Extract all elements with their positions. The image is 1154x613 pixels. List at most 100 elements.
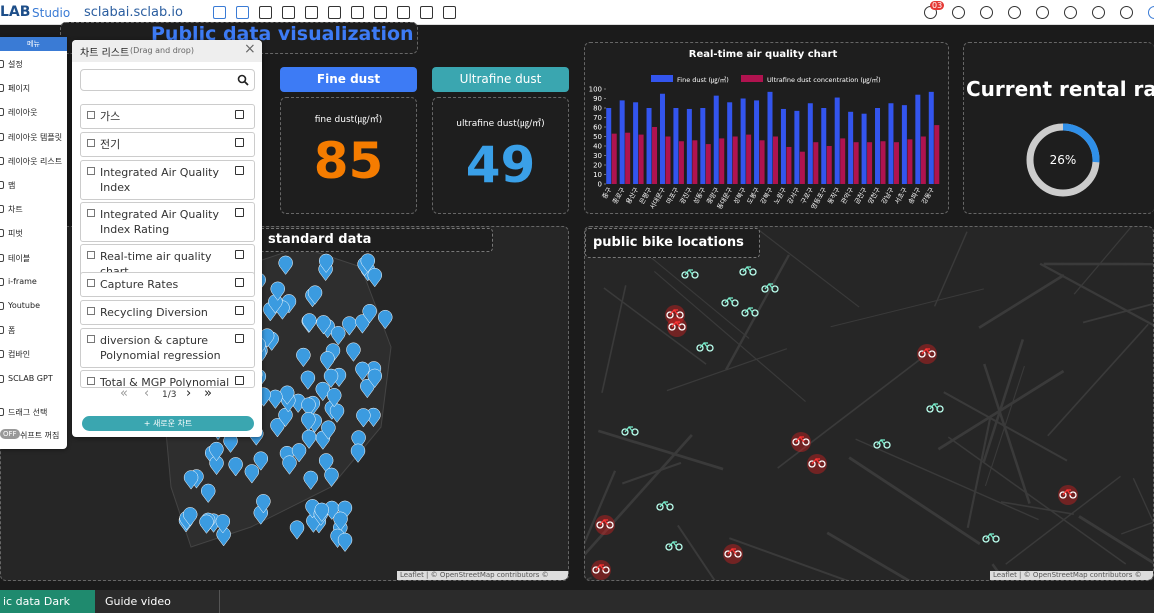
menu-item[interactable]: Youtube: [8, 301, 40, 310]
menu-icon: [0, 375, 4, 383]
tool-icon[interactable]: [282, 6, 295, 19]
bar-chart: Real-time air quality chartFine dust (㎍/…: [585, 43, 948, 213]
road: [585, 578, 592, 580]
prev-page[interactable]: ‹: [144, 386, 149, 401]
chart-list-item[interactable]: Integrated Air Quality Index Rating: [80, 202, 255, 242]
edit-icon[interactable]: [235, 110, 244, 119]
ultrafine-dust-tab[interactable]: Ultrafine dust: [432, 67, 569, 92]
tool-icon[interactable]: [374, 6, 387, 19]
menu-item[interactable]: 레이아웃 리스트: [8, 156, 62, 167]
bar: [700, 108, 705, 184]
edit-icon[interactable]: [235, 166, 244, 175]
chart-list-item[interactable]: diversion & capture Polynomial regressio…: [80, 328, 255, 368]
edit-icon[interactable]: [235, 250, 244, 259]
toggle[interactable]: OFF: [0, 429, 20, 439]
bar: [639, 135, 644, 184]
menu-icon: [0, 108, 4, 116]
edit-icon[interactable]: [235, 138, 244, 147]
tab[interactable]: Guide video: [95, 590, 220, 613]
next-page[interactable]: ›: [186, 386, 191, 401]
item-icon: [87, 307, 95, 315]
close-button[interactable]: ×: [244, 41, 256, 57]
ultrafine-dust-value: 49: [433, 136, 568, 194]
tool-icon[interactable]: [236, 6, 249, 19]
bar: [625, 133, 630, 184]
marker: [290, 521, 304, 540]
road: [729, 538, 877, 580]
menu-item[interactable]: 폼: [8, 325, 15, 336]
menu-item[interactable]: 레이아웃 템플릿: [8, 132, 62, 143]
bar: [620, 100, 625, 184]
tool-icon[interactable]: [1036, 6, 1049, 19]
attribution[interactable]: Leaflet | © OpenStreetMap contributors ©…: [990, 571, 1153, 581]
edit-icon[interactable]: [235, 278, 244, 287]
road: [831, 289, 984, 327]
road: [585, 435, 692, 555]
bar: [606, 108, 611, 184]
legend-swatch: [741, 75, 763, 82]
bar: [773, 137, 778, 185]
chart-list-item[interactable]: Integrated Air Quality Index: [80, 160, 255, 200]
tool-icon[interactable]: [980, 6, 993, 19]
tool-icon[interactable]: [351, 6, 364, 19]
chart-list-item[interactable]: Total & MGP Polynomial re: [80, 370, 255, 388]
menu-item[interactable]: 차트: [8, 204, 23, 215]
bar: [902, 105, 907, 184]
bar: [848, 112, 853, 184]
fine-dust-tab[interactable]: Fine dust: [280, 67, 417, 92]
chart-list-item[interactable]: Recycling Diversion: [80, 300, 255, 325]
marker: [338, 533, 352, 552]
tool-icon[interactable]: [1092, 6, 1105, 19]
bar: [660, 94, 665, 184]
chart-list-item[interactable]: 전기: [80, 132, 255, 157]
edit-icon[interactable]: [235, 376, 244, 385]
menu-item[interactable]: 드래그 선택: [8, 407, 47, 418]
last-page[interactable]: »: [204, 386, 212, 401]
menu-item[interactable]: 컴바인: [8, 349, 30, 360]
tool-icon[interactable]: [952, 6, 965, 19]
tool-icon[interactable]: [213, 6, 226, 19]
tool-icon[interactable]: [397, 6, 410, 19]
bar: [800, 152, 805, 184]
first-page[interactable]: «: [120, 386, 128, 401]
menu-item[interactable]: 레이아웃: [8, 107, 37, 118]
map-right-layer: [585, 227, 1154, 580]
chart-list-item[interactable]: Capture Rates: [80, 272, 255, 297]
menu-item[interactable]: 맵: [8, 180, 15, 191]
item-icon: [87, 279, 95, 287]
new-chart-button[interactable]: + 새로운 차트: [82, 416, 254, 431]
bar: [760, 140, 765, 184]
menu-item[interactable]: 피벗: [8, 228, 23, 239]
menu-item[interactable]: i-frame: [8, 277, 37, 286]
search-box[interactable]: [80, 69, 255, 91]
url: sclabai.sclab.io: [84, 5, 183, 20]
map-right[interactable]: public bike locations Leaflet | © OpenSt…: [584, 226, 1154, 581]
bar: [706, 144, 711, 184]
chart-list-item[interactable]: 가스: [80, 104, 255, 129]
bike-glow: [917, 344, 937, 364]
menu-item[interactable]: 페이지: [8, 83, 30, 94]
tool-icon[interactable]: [328, 6, 341, 19]
tool-icon[interactable]: [259, 6, 272, 19]
tool-icon[interactable]: [1120, 6, 1133, 19]
tool-icon[interactable]: [443, 6, 456, 19]
toolbar-right[interactable]: [918, 0, 1154, 25]
tab-active[interactable]: ic data Dark: [0, 590, 95, 613]
tool-icon[interactable]: [420, 6, 433, 19]
tool-icon[interactable]: [305, 6, 318, 19]
menu-item[interactable]: 테이블: [8, 253, 30, 264]
tool-icon[interactable]: [1008, 6, 1021, 19]
menu-icon: [0, 133, 4, 141]
attribution[interactable]: Leaflet | © OpenStreetMap contributors ©…: [397, 571, 568, 581]
chart-title: Real-time air quality chart: [689, 49, 838, 60]
tool-icon[interactable]: [1064, 6, 1077, 19]
ring-label: 26%: [1050, 153, 1077, 167]
road: [585, 471, 615, 559]
bar: [633, 102, 638, 184]
tool-icon[interactable]: [1148, 6, 1154, 19]
edit-icon[interactable]: [235, 306, 244, 315]
edit-icon[interactable]: [235, 208, 244, 217]
edit-icon[interactable]: [235, 334, 244, 343]
menu-item[interactable]: 설정: [8, 59, 23, 70]
menu-item[interactable]: SCLAB GPT: [8, 374, 53, 383]
